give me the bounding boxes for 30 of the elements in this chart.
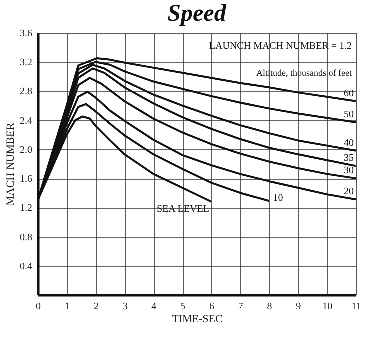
x-tick-label: 6 — [209, 302, 214, 312]
x-tick-label: 11 — [352, 302, 362, 312]
x-tick-label: 8 — [267, 302, 272, 312]
y-tick-label: 2.0 — [20, 144, 32, 156]
x-tick-label: 1 — [64, 302, 70, 312]
series-label: 10 — [273, 193, 284, 204]
series-label: 20 — [344, 186, 354, 198]
x-tick-label: 4 — [152, 302, 157, 312]
series-label: 40 — [344, 138, 354, 149]
y-tick-label: 1.6 — [20, 174, 32, 186]
x-tick-label: 9 — [296, 302, 302, 312]
y-tick-label: 2.8 — [20, 86, 32, 98]
y-tick-label: 0.8 — [20, 232, 32, 244]
x-tick-label: 2 — [94, 302, 99, 312]
x-tick-label: 10 — [322, 302, 333, 312]
y-tick-label: 2.4 — [20, 116, 32, 127]
x-tick-label: 5 — [180, 302, 186, 312]
x-tick-label: 0 — [36, 302, 41, 312]
x-axis-title: TIME-SEC — [172, 314, 223, 326]
y-tick-label: 0.4 — [20, 261, 32, 272]
y-axis-title: MACH NUMBER — [5, 122, 17, 206]
x-tick-label: 3 — [122, 302, 128, 312]
x-tick-label: 7 — [238, 302, 244, 312]
series-label: 35 — [344, 153, 354, 164]
series-label: 30 — [344, 166, 354, 177]
chart-title: Speed — [168, 1, 228, 27]
series-label: 50 — [344, 110, 354, 121]
y-tick-label: 1.2 — [20, 203, 32, 214]
y-tick-label: 3.2 — [20, 58, 32, 69]
y-tick-label: 3.6 — [20, 28, 32, 40]
